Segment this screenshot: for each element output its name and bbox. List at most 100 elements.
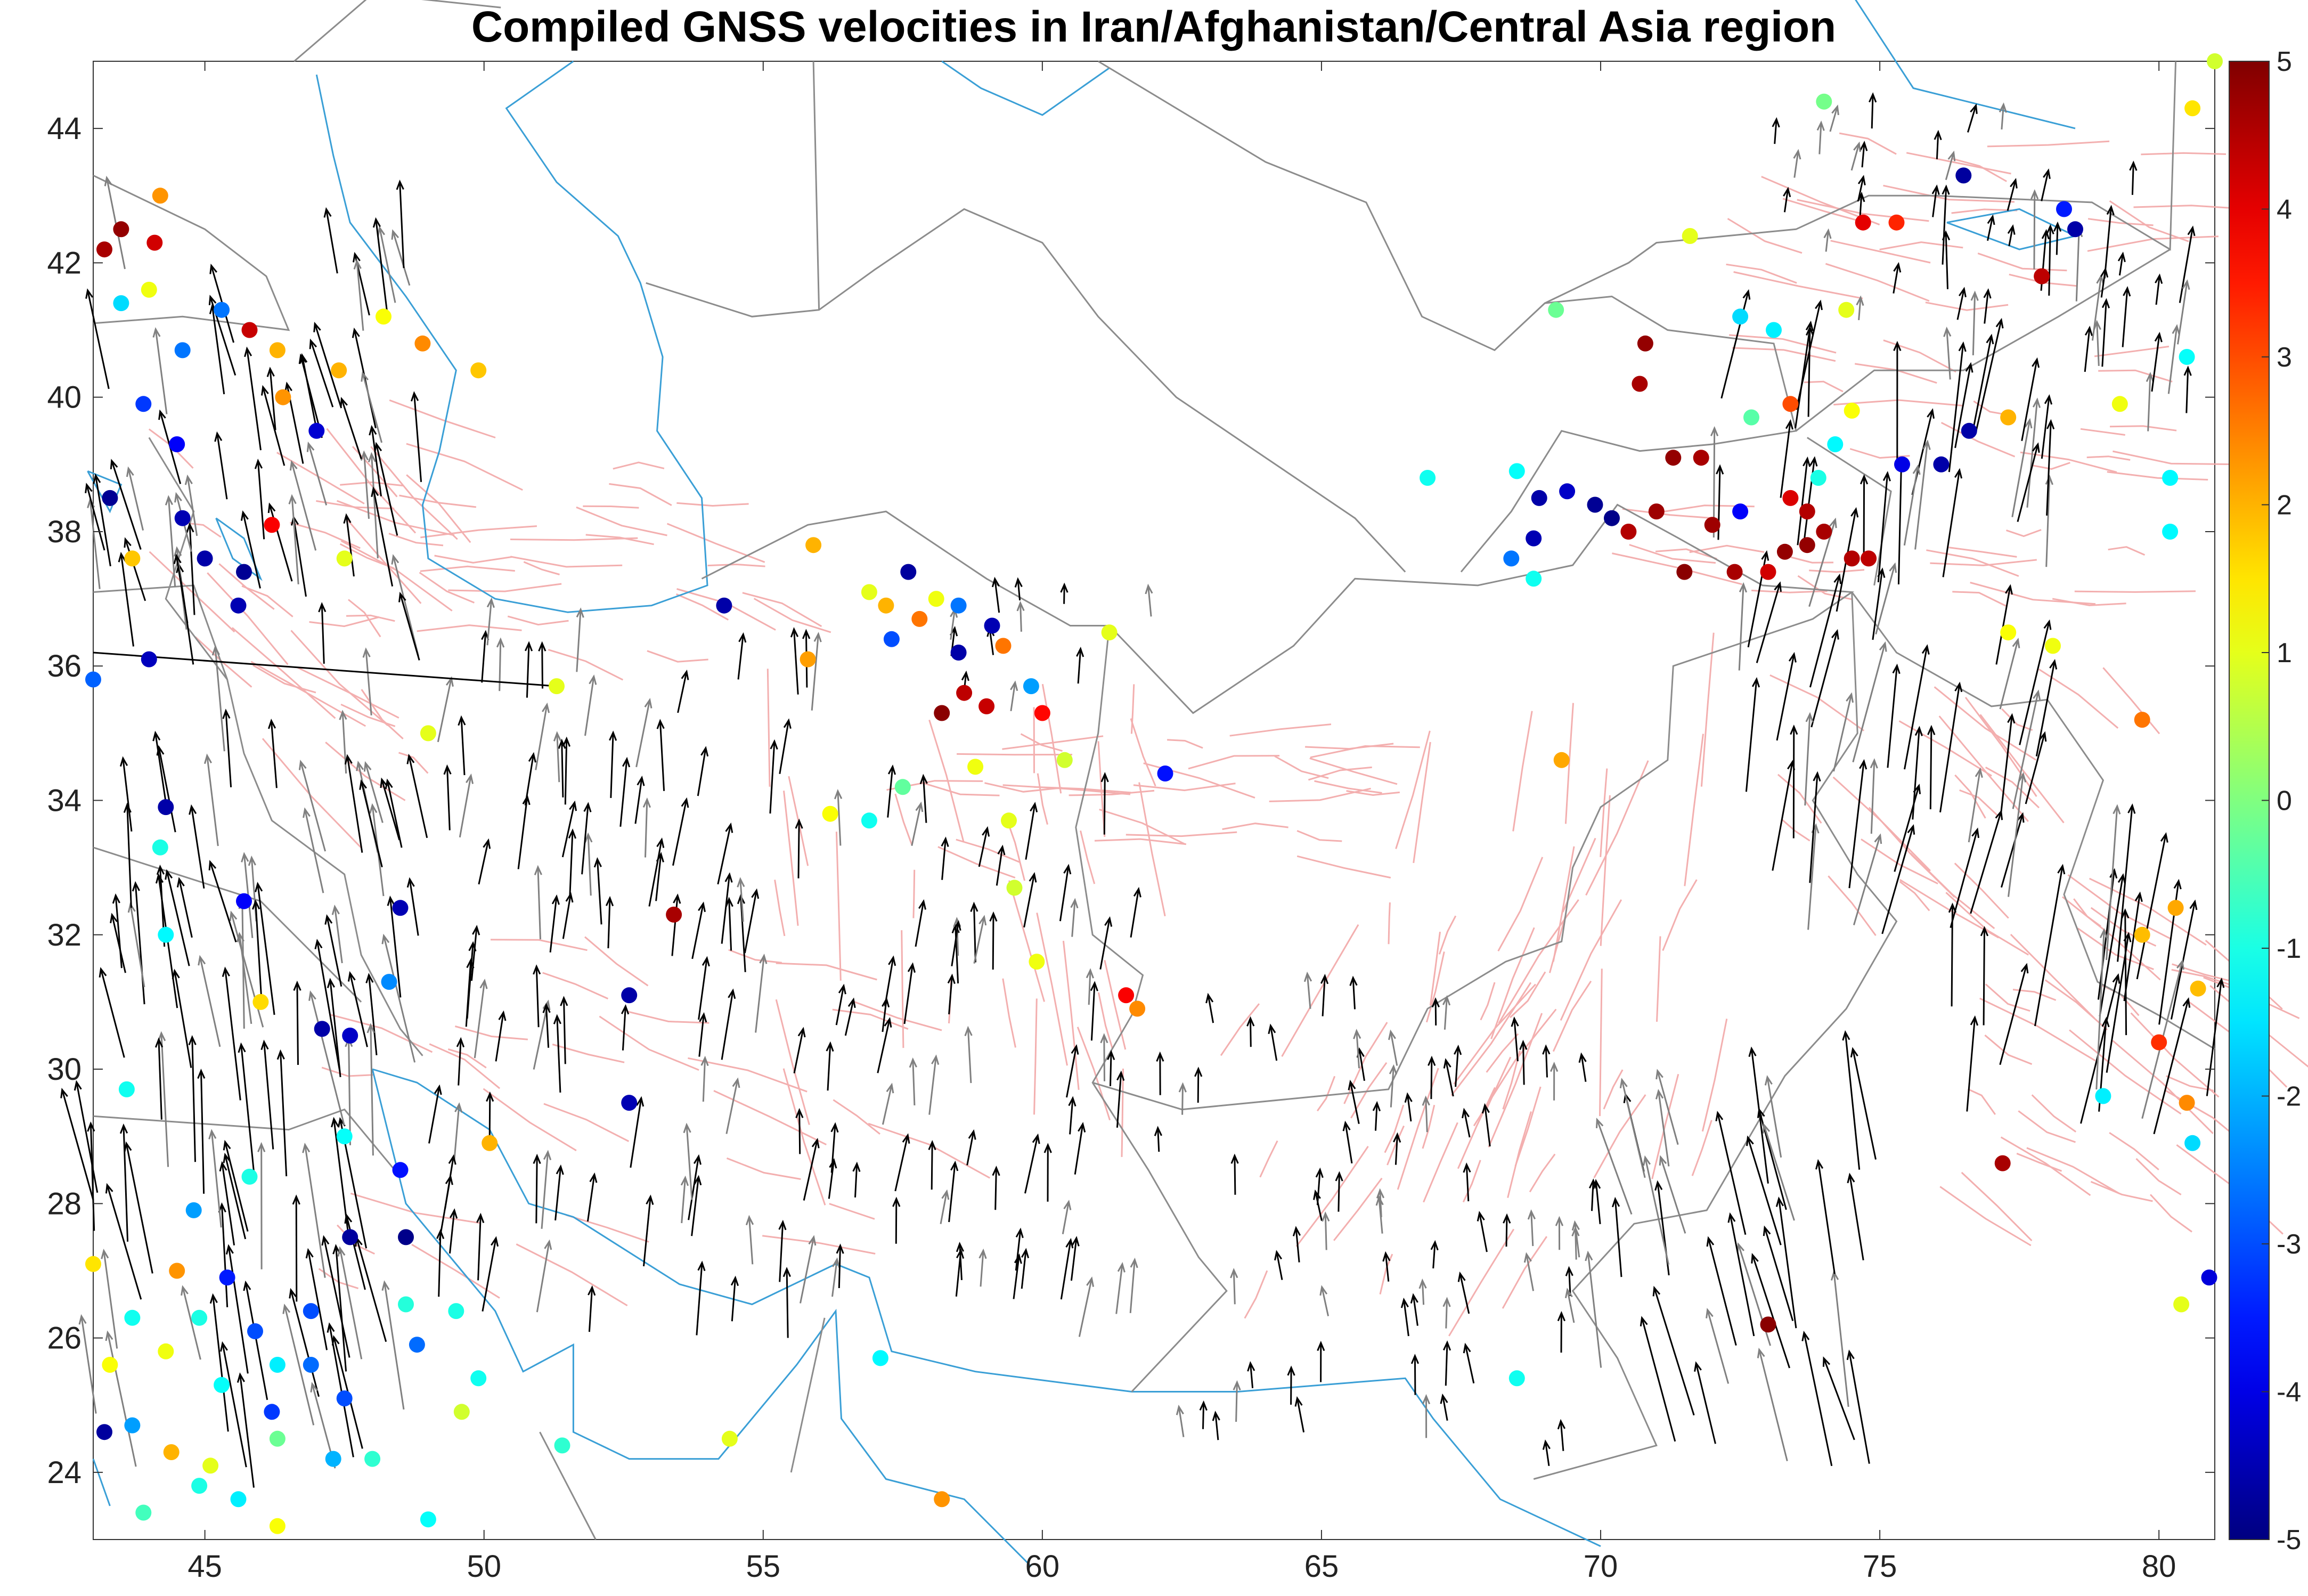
fault-trace [1898, 720, 1992, 777]
fault-trace [1828, 875, 1877, 936]
gnss-site-marker [191, 1309, 208, 1326]
velocity-arrow [970, 901, 978, 963]
velocity-arrow [1068, 1096, 1076, 1135]
gnss-site-marker [2167, 900, 2184, 916]
fault-trace [2016, 1152, 2062, 1172]
gnss-site-marker [1816, 93, 1832, 110]
fault-trace [1751, 589, 1828, 593]
velocity-arrow [298, 760, 327, 852]
velocity-arrow [238, 1042, 255, 1175]
gnss-site-marker [2056, 201, 2072, 217]
velocity-arrow [991, 576, 1000, 613]
fault-trace [1689, 544, 1765, 553]
fault-trace [829, 1203, 875, 1220]
velocity-arrow [220, 1341, 247, 1468]
fault-trace [185, 522, 222, 538]
velocity-arrow [313, 322, 342, 409]
velocity-arrow [123, 802, 132, 908]
fault-trace [1790, 556, 1834, 564]
border-segment [93, 175, 290, 331]
velocity-arrow [1942, 184, 1950, 265]
fault-trace [510, 556, 623, 568]
velocity-arrow [1829, 104, 1839, 132]
velocity-arrow [327, 978, 341, 1078]
fault-trace [1977, 253, 2067, 272]
fault-trace [1979, 997, 2096, 1062]
velocity-arrow [2122, 286, 2131, 347]
fault-trace [2098, 369, 2173, 382]
fault-trace [774, 880, 786, 937]
gnss-site-marker [1548, 302, 1564, 318]
velocity-arrow [2101, 298, 2110, 367]
fault-trace [2018, 1110, 2076, 1143]
fault-trace [1462, 1160, 1481, 1203]
fault-trace [1959, 789, 1998, 816]
velocity-arrow [1410, 1354, 1420, 1395]
velocity-arrow [562, 736, 570, 805]
gnss-site-marker [314, 1021, 330, 1037]
fault-trace [330, 1014, 433, 1053]
velocity-arrow [1763, 1225, 1794, 1322]
velocity-arrow [459, 773, 474, 838]
velocity-arrow [553, 731, 562, 783]
velocity-arrow [730, 1275, 739, 1322]
fault-trace [2171, 968, 2237, 988]
fault-trace [548, 649, 624, 681]
velocity-arrow [697, 746, 709, 796]
gnss-site-marker [934, 705, 950, 721]
fault-trace [490, 939, 588, 951]
fault-trace [388, 533, 444, 547]
velocity-arrow [1809, 573, 1842, 688]
gnss-site-marker [861, 584, 877, 600]
fault-trace [576, 506, 667, 536]
fault-trace [1097, 992, 1114, 1049]
velocity-arrow [1720, 289, 1751, 399]
fault-trace [1413, 742, 1431, 864]
velocity-arrow [1804, 712, 1814, 806]
velocity-arrow [251, 899, 262, 996]
velocity-arrow [1023, 872, 1037, 928]
velocity-arrow [2123, 891, 2143, 1001]
velocity-arrow [1875, 562, 1897, 634]
velocity-arrow [1156, 1051, 1164, 1095]
velocity-arrow [1115, 1262, 1126, 1314]
velocity-arrow [391, 554, 419, 656]
velocity-arrow [387, 895, 402, 998]
velocity-arrow [1230, 1153, 1239, 1195]
fault-trace [1244, 1270, 1268, 1319]
velocity-arrow [2034, 864, 2066, 1027]
velocity-arrow [1059, 864, 1072, 922]
fault-trace [1954, 774, 1986, 819]
velocity-arrow [1983, 288, 1992, 324]
fault-trace [1809, 569, 1865, 573]
velocity-arrow [371, 486, 394, 587]
gnss-site-marker [1933, 456, 1950, 473]
gnss-site-marker [956, 685, 973, 701]
velocity-arrow [538, 641, 547, 689]
gnss-site-marker [398, 1229, 414, 1245]
velocity-arrow [793, 1027, 806, 1073]
velocity-arrow [1070, 898, 1079, 937]
velocity-arrow [1659, 1155, 1686, 1234]
colorbar-tick-label: -2 [2277, 1081, 2301, 1112]
velocity-arrow [1043, 1143, 1052, 1202]
fault-trace [2020, 451, 2117, 473]
fault-trace [1062, 941, 1080, 1090]
velocity-arrow [830, 1122, 839, 1173]
velocity-arrow [1542, 1439, 1551, 1467]
gnss-site-marker [995, 638, 1012, 654]
fault-trace [713, 1090, 827, 1146]
velocity-arrow [2025, 731, 2047, 804]
fault-trace [1651, 1074, 1679, 1179]
velocity-arrow [677, 670, 689, 713]
velocity-arrow [1776, 652, 1797, 741]
fault-trace [1099, 809, 1186, 845]
velocity-arrow [267, 719, 278, 788]
gnss-site-marker [1743, 409, 1759, 426]
gnss-site-marker [1682, 228, 1698, 244]
velocity-arrow [2000, 812, 2025, 888]
gnss-site-marker [124, 1309, 141, 1326]
velocity-arrow [542, 1003, 551, 1048]
velocity-arrow [1966, 1015, 1979, 1112]
velocity-arrow [698, 1012, 707, 1057]
